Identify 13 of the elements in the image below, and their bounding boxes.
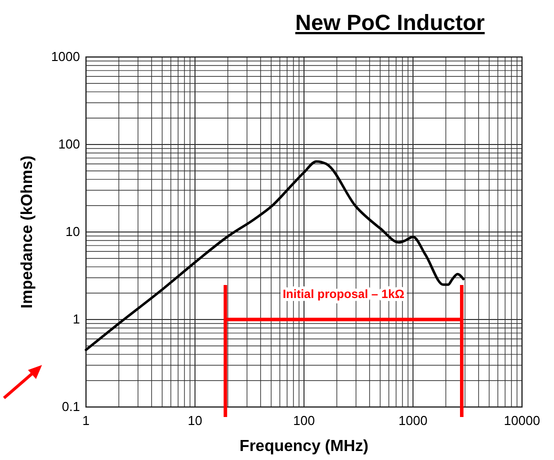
x-tick-label: 10 bbox=[188, 413, 202, 428]
y-tick-label: 1000 bbox=[51, 49, 80, 64]
y-tick-label: 100 bbox=[58, 136, 80, 152]
x-tick-label: 1 bbox=[82, 413, 90, 428]
x-tick-label: 100 bbox=[293, 413, 315, 428]
x-axis-title: Frequency (MHz) bbox=[240, 438, 368, 455]
x-tick-label: 10000 bbox=[504, 413, 540, 428]
y-axis-title: Impedance (kOhms) bbox=[19, 156, 36, 308]
chart-title: New PoC Inductor bbox=[295, 10, 486, 35]
y-tick-label: 10 bbox=[66, 224, 80, 239]
y-tick-label: 0.1 bbox=[62, 399, 80, 414]
y-tick-label: 1 bbox=[72, 312, 80, 326]
x-tick-label: 1000 bbox=[398, 413, 428, 428]
